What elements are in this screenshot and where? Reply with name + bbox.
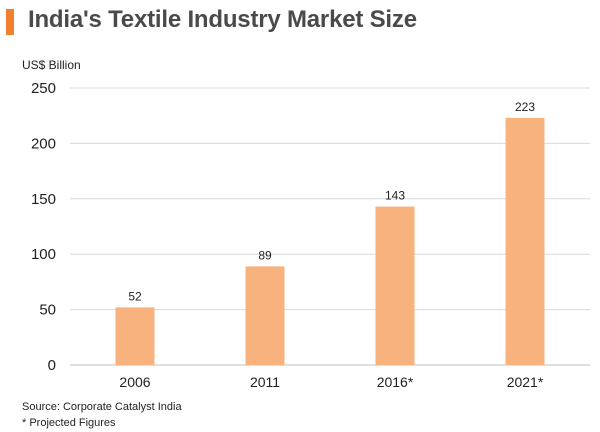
x-tick-label: 2021* — [507, 374, 544, 390]
source-note: Source: Corporate Catalyst India — [22, 401, 182, 413]
title-accent-bar — [6, 9, 14, 35]
x-tick-label: 2016* — [377, 374, 414, 390]
x-tick-label: 2011 — [250, 374, 280, 390]
y-tick-label: 50 — [39, 302, 56, 319]
bar — [115, 307, 155, 365]
y-tick-label: 100 — [31, 246, 56, 263]
y-tick-label: 150 — [31, 191, 56, 208]
y-tick-label: 0 — [48, 357, 56, 374]
y-tick-label: 200 — [31, 135, 56, 152]
x-tick-label: 2006 — [119, 374, 150, 390]
data-label: 143 — [385, 189, 405, 203]
bar — [375, 206, 415, 365]
bar — [505, 117, 545, 365]
bar — [245, 266, 285, 365]
data-label: 52 — [128, 289, 142, 303]
data-label: 89 — [258, 248, 272, 262]
chart-title: India's Textile Industry Market Size — [28, 6, 417, 33]
projected-note: * Projected Figures — [22, 417, 116, 429]
y-tick-label: 250 — [31, 80, 56, 97]
y-axis-unit-label: US$ Billion — [22, 58, 81, 72]
data-label: 223 — [515, 100, 535, 114]
